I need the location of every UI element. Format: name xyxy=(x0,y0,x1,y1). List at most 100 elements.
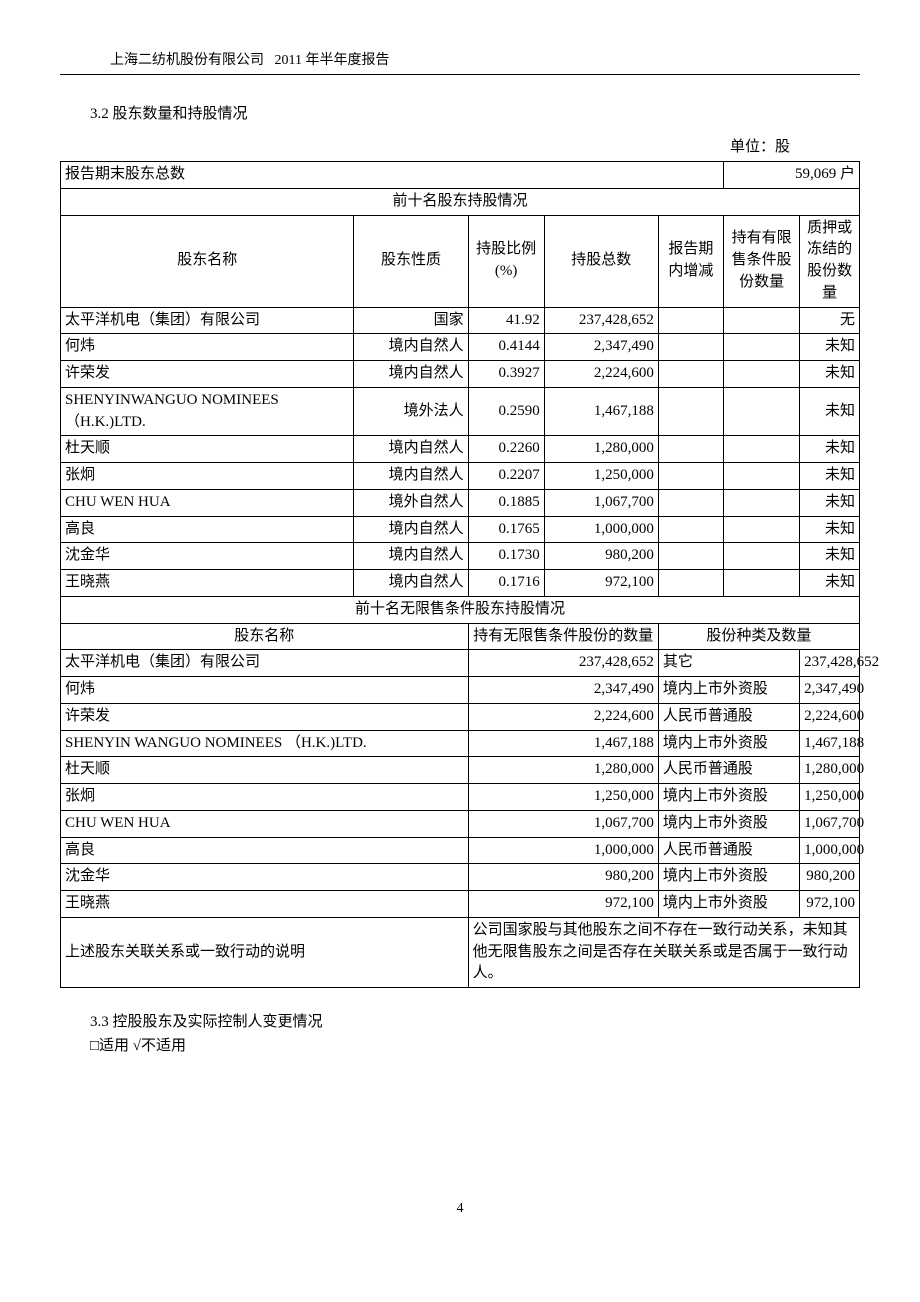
cell-name: 太平洋机电（集团）有限公司 xyxy=(61,307,354,334)
table-row: CHU WEN HUA境外自然人0.18851,067,700未知 xyxy=(61,489,860,516)
top10-header-row: 前十名股东持股情况 xyxy=(61,188,860,215)
col-change: 报告期内增减 xyxy=(658,215,723,307)
table-row: 杜天顺1,280,000人民币普通股1,280,000 xyxy=(61,757,860,784)
cell-pledged: 未知 xyxy=(800,463,860,490)
col-pledged: 质押或冻结的股份数量 xyxy=(800,215,860,307)
cell-name: 太平洋机电（集团）有限公司 xyxy=(61,650,469,677)
cell-change xyxy=(658,307,723,334)
cell-name: 何炜 xyxy=(61,677,469,704)
cell-amount: 1,000,000 xyxy=(800,837,860,864)
cell-qty: 1,000,000 xyxy=(468,837,658,864)
table-row: 太平洋机电（集团）有限公司237,428,652其它237,428,652 xyxy=(61,650,860,677)
cell-qty: 972,100 xyxy=(468,891,658,918)
cell-change xyxy=(658,334,723,361)
cell-restricted xyxy=(724,334,800,361)
cell-ratio: 0.1885 xyxy=(468,489,544,516)
col-name: 股东名称 xyxy=(61,215,354,307)
table-row: 高良1,000,000人民币普通股1,000,000 xyxy=(61,837,860,864)
cell-type: 境内上市外资股 xyxy=(658,730,799,757)
cell-nature: 境内自然人 xyxy=(354,570,468,597)
cell-ratio: 0.1765 xyxy=(468,516,544,543)
section-3-2-title: 3.2 股东数量和持股情况 xyxy=(60,103,860,126)
cell-amount: 1,467,188 xyxy=(800,730,860,757)
top10-header: 前十名股东持股情况 xyxy=(61,188,860,215)
unres-header: 前十名无限售条件股东持股情况 xyxy=(61,596,860,623)
cell-restricted xyxy=(724,570,800,597)
relation-text: 公司国家股与其他股东之间不存在一致行动关系，未知其他无限售股东之间是否存在关联关… xyxy=(468,917,859,987)
table-row: 何炜2,347,490境内上市外资股2,347,490 xyxy=(61,677,860,704)
cell-total: 1,280,000 xyxy=(544,436,658,463)
cell-change xyxy=(658,436,723,463)
cell-change xyxy=(658,516,723,543)
cell-restricted xyxy=(724,387,800,436)
top10-column-row: 股东名称 股东性质 持股比例(%) 持股总数 报告期内增减 持有有限售条件股份数… xyxy=(61,215,860,307)
unres-col-qty: 持有无限售条件股份的数量 xyxy=(468,623,658,650)
cell-pledged: 未知 xyxy=(800,516,860,543)
cell-nature: 国家 xyxy=(354,307,468,334)
cell-name: 杜天顺 xyxy=(61,436,354,463)
cell-qty: 237,428,652 xyxy=(468,650,658,677)
unres-col-name: 股东名称 xyxy=(61,623,469,650)
table-row: 高良境内自然人0.17651,000,000未知 xyxy=(61,516,860,543)
unres-header-row: 前十名无限售条件股东持股情况 xyxy=(61,596,860,623)
cell-restricted xyxy=(724,543,800,570)
header-report: 2011 年半年度报告 xyxy=(275,53,390,68)
cell-type: 境内上市外资股 xyxy=(658,864,799,891)
cell-name: 许荣发 xyxy=(61,361,354,388)
cell-type: 境内上市外资股 xyxy=(658,784,799,811)
cell-qty: 1,250,000 xyxy=(468,784,658,811)
unit-label: 单位：股 xyxy=(60,136,860,159)
table-row: 许荣发2,224,600人民币普通股2,224,600 xyxy=(61,703,860,730)
page-header: 上海二纺机股份有限公司 2011 年半年度报告 xyxy=(60,50,860,75)
relation-row: 上述股东关联关系或一致行动的说明 公司国家股与其他股东之间不存在一致行动关系，未… xyxy=(61,917,860,987)
cell-pledged: 未知 xyxy=(800,570,860,597)
unres-col-type: 股份种类及数量 xyxy=(658,623,859,650)
cell-type: 人民币普通股 xyxy=(658,757,799,784)
cell-ratio: 0.2590 xyxy=(468,387,544,436)
cell-restricted xyxy=(724,489,800,516)
cell-restricted xyxy=(724,307,800,334)
cell-type: 境内上市外资股 xyxy=(658,891,799,918)
cell-change xyxy=(658,570,723,597)
cell-ratio: 0.2207 xyxy=(468,463,544,490)
table-row: 何炜境内自然人0.41442,347,490未知 xyxy=(61,334,860,361)
cell-name: 许荣发 xyxy=(61,703,469,730)
col-restricted: 持有有限售条件股份数量 xyxy=(724,215,800,307)
cell-name: 沈金华 xyxy=(61,864,469,891)
cell-nature: 境内自然人 xyxy=(354,463,468,490)
cell-restricted xyxy=(724,361,800,388)
total-value: 59,069 户 xyxy=(724,162,860,189)
col-ratio: 持股比例(%) xyxy=(468,215,544,307)
cell-qty: 980,200 xyxy=(468,864,658,891)
shareholder-table: 报告期末股东总数 59,069 户 前十名股东持股情况 股东名称 股东性质 持股… xyxy=(60,161,860,988)
cell-name: CHU WEN HUA xyxy=(61,489,354,516)
section-3-3-title: 3.3 控股股东及实际控制人变更情况 xyxy=(90,1010,860,1034)
cell-ratio: 0.2260 xyxy=(468,436,544,463)
cell-qty: 2,224,600 xyxy=(468,703,658,730)
table-row: 沈金华境内自然人0.1730980,200未知 xyxy=(61,543,860,570)
page-number: 4 xyxy=(60,1198,860,1219)
cell-amount: 980,200 xyxy=(800,864,860,891)
table-row: 王晓燕972,100境内上市外资股972,100 xyxy=(61,891,860,918)
cell-amount: 237,428,652 xyxy=(800,650,860,677)
cell-type: 境内上市外资股 xyxy=(658,677,799,704)
col-nature: 股东性质 xyxy=(354,215,468,307)
cell-amount: 972,100 xyxy=(800,891,860,918)
cell-total: 2,347,490 xyxy=(544,334,658,361)
cell-nature: 境内自然人 xyxy=(354,516,468,543)
cell-name: 沈金华 xyxy=(61,543,354,570)
cell-name: 杜天顺 xyxy=(61,757,469,784)
cell-total: 1,467,188 xyxy=(544,387,658,436)
cell-restricted xyxy=(724,463,800,490)
cell-restricted xyxy=(724,436,800,463)
total-label: 报告期末股东总数 xyxy=(61,162,724,189)
cell-ratio: 0.4144 xyxy=(468,334,544,361)
cell-pledged: 未知 xyxy=(800,436,860,463)
cell-change xyxy=(658,387,723,436)
cell-ratio: 0.1730 xyxy=(468,543,544,570)
cell-amount: 1,250,000 xyxy=(800,784,860,811)
cell-nature: 境内自然人 xyxy=(354,543,468,570)
cell-name: 高良 xyxy=(61,837,469,864)
cell-total: 1,250,000 xyxy=(544,463,658,490)
cell-name: 张炯 xyxy=(61,463,354,490)
